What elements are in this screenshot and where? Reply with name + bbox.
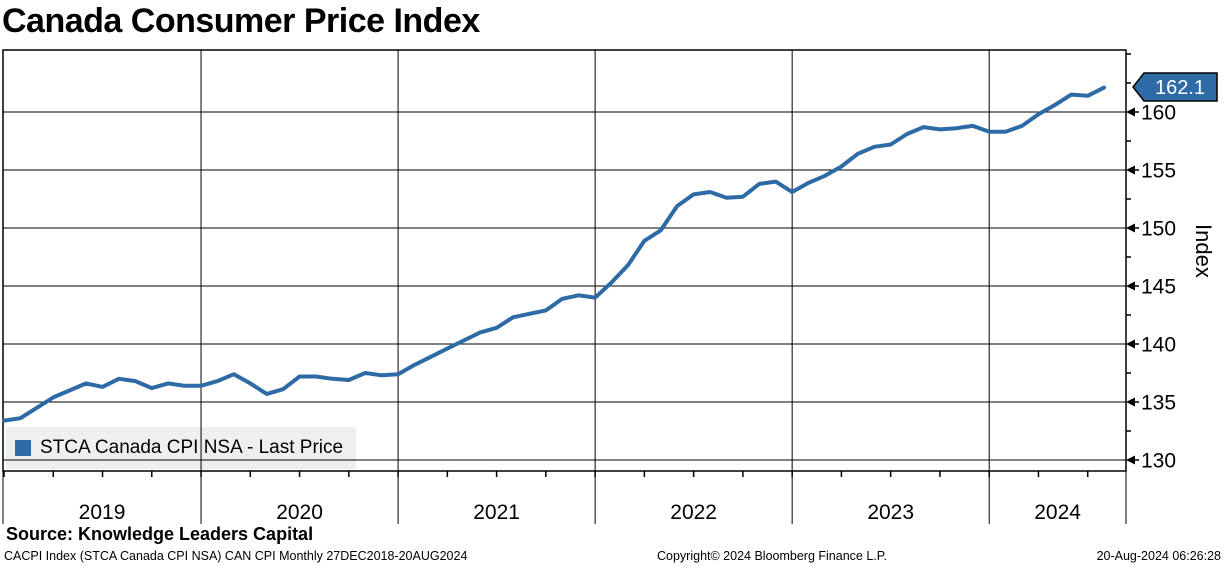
y-major-tick-arrow-icon [1126, 397, 1135, 407]
price-flag-icon [1132, 72, 1218, 102]
copyright-text: Copyright© 2024 Bloomberg Finance L.P. [657, 549, 887, 563]
y-major-tick-arrow-icon [1126, 455, 1135, 465]
legend-swatch-icon [15, 440, 31, 456]
security-info: CACPI Index (STCA Canada CPI NSA) CAN CP… [4, 549, 468, 563]
y-major-tick-arrow-icon [1126, 339, 1135, 349]
y-major-tick-arrow-icon [1126, 223, 1135, 233]
timestamp: 20-Aug-2024 06:26:28 [1096, 549, 1221, 563]
legend-label: STCA Canada CPI NSA - Last Price [40, 437, 344, 458]
last-price-tag: 162.1 [1132, 72, 1218, 102]
legend[interactable]: STCA Canada CPI NSA - Last Price [6, 427, 356, 469]
last-price-value: 162.1 [1155, 77, 1205, 99]
y-tick-label: 140 [1141, 334, 1176, 357]
x-tick-label: 2022 [670, 501, 717, 524]
y-axis-title: Index [1191, 224, 1216, 278]
x-tick-label: 2023 [867, 501, 914, 524]
x-tick-label: 2020 [276, 501, 323, 524]
y-tick-label: 155 [1141, 160, 1176, 183]
page-title: Canada Consumer Price Index [2, 2, 480, 40]
source-caption: Source: Knowledge Leaders Capital [6, 524, 314, 544]
y-major-tick-arrow-icon [1126, 281, 1135, 291]
plot-border [2, 49, 1127, 472]
y-tick-label: 160 [1141, 102, 1176, 125]
y-tick-label: 135 [1141, 392, 1176, 415]
x-tick-label: 2021 [473, 501, 520, 524]
cpi-series-line [2, 85, 1107, 423]
y-major-tick-arrow-icon [1126, 165, 1135, 175]
y-tick-label: 130 [1141, 450, 1176, 473]
x-tick-label: 2024 [1034, 501, 1081, 524]
x-tick-label: 2019 [79, 501, 126, 524]
y-tick-label: 145 [1141, 276, 1176, 299]
y-major-tick-arrow-icon [1126, 107, 1135, 117]
y-tick-label: 150 [1141, 218, 1176, 241]
